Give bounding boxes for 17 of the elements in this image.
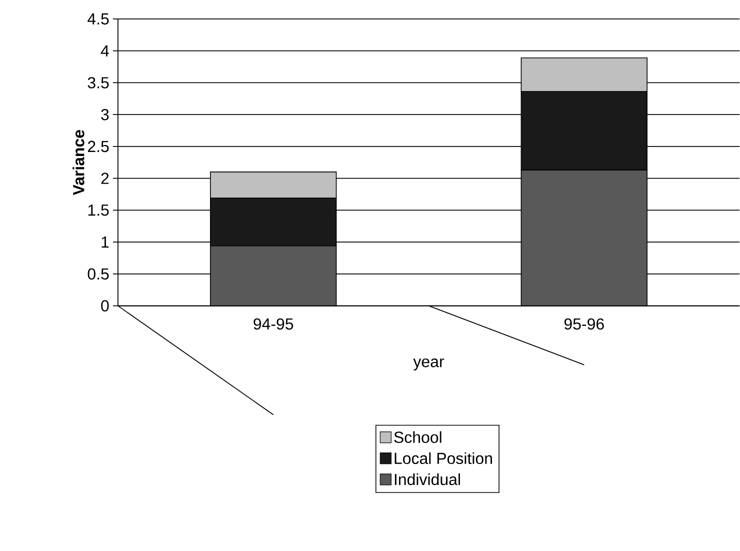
y-tick-label: 1.5 — [88, 204, 109, 216]
y-tick-label: 2.5 — [88, 140, 109, 152]
x-tick-label: 95-96 — [564, 318, 604, 330]
y-tick-label: 4 — [100, 46, 109, 57]
y-tick-label: 1 — [102, 236, 109, 248]
y-tick-label: 2 — [101, 172, 109, 184]
legend-label: Local Position — [394, 452, 492, 464]
y-tick-label: 3.5 — [88, 77, 109, 89]
y-axis-title: Variance — [72, 130, 84, 196]
y-tick-label: 4.5 — [88, 14, 109, 25]
y-tick-label: 0 — [101, 300, 109, 312]
y-tick-label: 3 — [101, 109, 109, 120]
x-axis-title: year — [413, 358, 444, 371]
legend-label: School — [394, 431, 442, 444]
y-tick-label: 0.5 — [88, 268, 109, 280]
legend-label: Individual — [394, 474, 460, 486]
x-tick-label: 94-95 — [254, 318, 294, 330]
